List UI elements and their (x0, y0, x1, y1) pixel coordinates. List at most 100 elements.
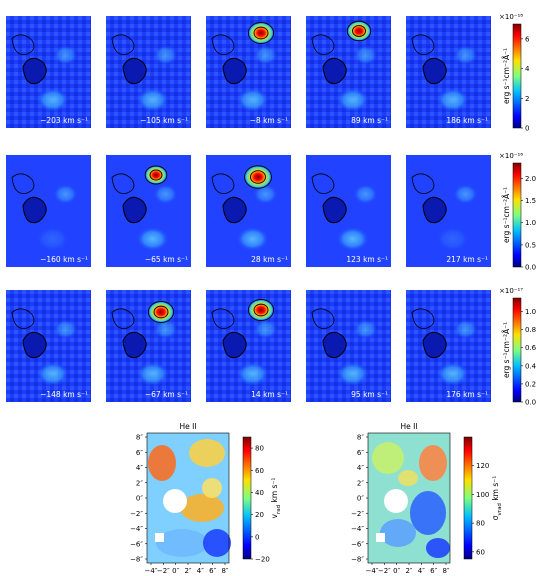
map-title: He II (400, 422, 417, 431)
emission-patch (436, 227, 469, 251)
contour-line (346, 20, 372, 42)
channel-map-grid: −203 km s⁻¹ −105 km s⁻¹ −8 km s⁻¹ 89 km s⁻¹… (6, 16, 491, 402)
emission-patch (453, 45, 478, 66)
emission-patch (436, 362, 469, 386)
colorbar-tick-label: 0.2 (525, 380, 536, 388)
y-tick-label: 8″ (136, 434, 143, 442)
colorbar-tick-label: −20 (255, 556, 270, 564)
map-region (156, 529, 208, 557)
channel-panel-r2-c4: 123 km s⁻¹ (306, 155, 391, 267)
colorbar-gradient (512, 162, 522, 268)
x-tick-label: 6″ (430, 567, 437, 575)
channel-panel-r2-c5: 217 km s⁻¹ (406, 155, 491, 267)
contour-line (422, 57, 447, 85)
colorbar-tick-label: 0.0 (525, 399, 536, 407)
y-tick-label: 6″ (357, 449, 364, 457)
peak-emission (247, 298, 275, 322)
x-tick-label: 0″ (172, 567, 179, 575)
channel-panel-r1-c1: −203 km s⁻¹ (6, 16, 91, 128)
y-tick-label: 6″ (136, 449, 143, 457)
velocity-label: 14 km s⁻¹ (251, 390, 288, 399)
colorbar-exponent: ×10⁻¹⁸ (499, 13, 523, 21)
emission-patch (353, 319, 378, 340)
emission-patch (353, 45, 378, 66)
colorbar-tick-label: 60 (476, 548, 485, 556)
colorbar-tick-label: 40 (255, 489, 264, 497)
y-tick-label: −2″ (351, 510, 364, 518)
colorbar-tick-label: 2.0 (525, 175, 536, 183)
vrad-map: He II8″6″4″2″0″−2″−4″−6″−8″−4″ −2″ 0″ 2″ 4″ 6… (130, 422, 282, 575)
map-region (380, 519, 416, 547)
colorbar-tick-label: 6 (525, 35, 530, 43)
channel-panel-r1-c3: −8 km s⁻¹ (206, 16, 291, 128)
masked-region (376, 533, 385, 542)
colorbar-unit-label: erg s⁻¹cm⁻²Å⁻¹ (502, 322, 511, 378)
x-tick-label: 4″ (197, 567, 204, 575)
contour-line (352, 25, 366, 37)
emission-patch (353, 184, 378, 205)
velocity-label: 95 km s⁻¹ (351, 390, 388, 399)
velocity-label: −67 km s⁻¹ (145, 390, 188, 399)
emission-patch (336, 227, 369, 251)
masked-region (155, 533, 164, 542)
masked-region (163, 489, 187, 513)
channel-panel-r2-c2: −65 km s⁻¹ (106, 155, 191, 267)
y-tick-label: 2″ (357, 479, 364, 487)
velocity-label: 89 km s⁻¹ (351, 116, 388, 125)
channel-panel-r1-c2: −105 km s⁻¹ (106, 16, 191, 128)
map-region (372, 442, 404, 474)
contour-line (253, 26, 269, 40)
emission-patch (253, 45, 278, 66)
colorbar-label: σvrad km s⁻¹ (491, 476, 503, 520)
colorbar-tick-label: 2 (525, 95, 529, 103)
colorbar-row1: ×10⁻¹⁸ 0 2 4 6 erg s⁻¹cm⁻²Å⁻¹ (499, 13, 530, 133)
contour-line (222, 57, 247, 85)
y-tick-label: −2″ (130, 510, 143, 518)
contour-line (253, 303, 269, 317)
contour-line (244, 165, 272, 189)
colorbar-gradient (463, 436, 473, 560)
velocity-label: 186 km s⁻¹ (446, 116, 488, 125)
contour-line (322, 196, 347, 224)
map-region (419, 445, 447, 481)
emission-patch (136, 362, 169, 386)
y-tick-label: −8″ (130, 556, 143, 564)
colorbar-tick-label: 0 (525, 125, 529, 133)
channel-panel-r2-c3: 28 km s⁻¹ (206, 155, 291, 267)
velocity-label: −160 km s⁻¹ (40, 255, 88, 264)
emission-patch (36, 88, 69, 112)
colorbar-tick-label: 80 (476, 520, 485, 528)
contour-line (147, 301, 175, 323)
velocity-label: −65 km s⁻¹ (145, 255, 188, 264)
x-tick-label: 8″ (442, 567, 449, 575)
velocity-label: 28 km s⁻¹ (251, 255, 288, 264)
map-region (180, 494, 224, 522)
colorbar-exponent: ×10⁻¹⁶ (499, 152, 523, 160)
colorbar-row2: ×10⁻¹⁶ 0.0 0.5 1.0 1.5 2.0 erg s⁻¹cm⁻²Å⁻¹ (499, 152, 536, 272)
x-tick-label: −2″ (157, 567, 170, 575)
contour-line (322, 331, 347, 359)
contour-line (222, 196, 247, 224)
colorbar-gradient (512, 23, 522, 129)
colorbar-tick-label: 0.6 (525, 344, 537, 352)
emission-patch (53, 184, 78, 205)
contour-line (411, 34, 435, 55)
emission-patch (136, 227, 169, 251)
contour-line (222, 331, 247, 359)
contour-line (250, 170, 266, 184)
contour-line (411, 173, 435, 194)
y-tick-label: 0″ (136, 495, 143, 503)
map-region (410, 491, 446, 535)
colorbar-gradient (242, 436, 252, 560)
colorbar-tick-label: 0.5 (525, 241, 536, 249)
colorbar-exponent: ×10⁻¹⁷ (499, 287, 523, 295)
contour-line (11, 34, 35, 55)
channel-panel-r3-c3: 14 km s⁻¹ (206, 290, 291, 402)
contour-line (144, 165, 168, 185)
contour-line (411, 308, 435, 329)
velocity-label: −105 km s⁻¹ (140, 116, 188, 125)
emission-patch (36, 227, 69, 251)
emission-patch (53, 319, 78, 340)
colorbar-unit-label: erg s⁻¹cm⁻²Å⁻¹ (502, 187, 511, 243)
emission-patch (336, 362, 369, 386)
